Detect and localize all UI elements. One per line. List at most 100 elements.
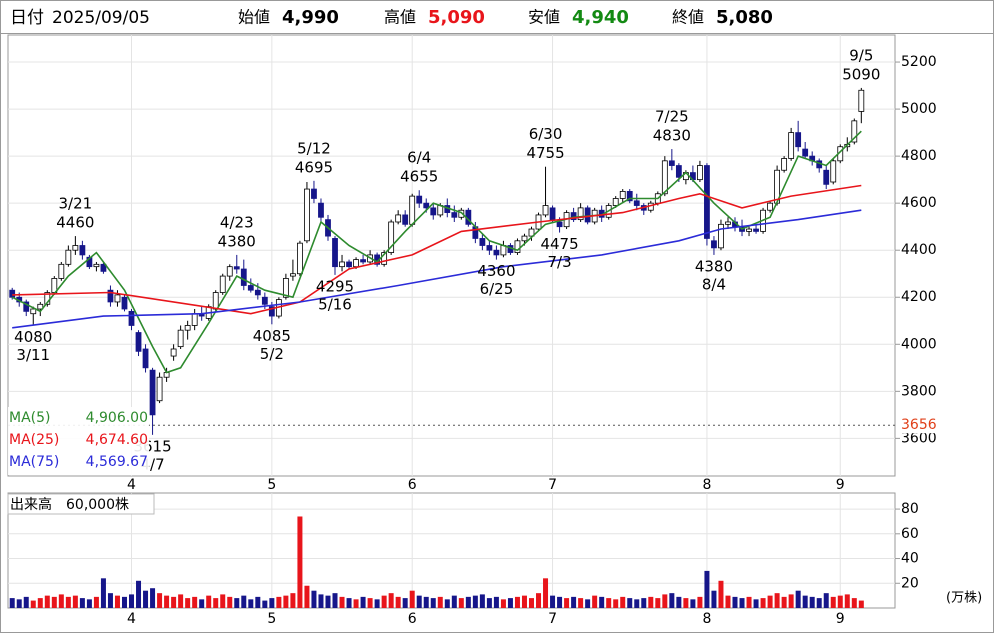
volume-bar xyxy=(718,580,724,608)
volume-bar xyxy=(753,599,759,608)
x-tick-label: 6 xyxy=(408,611,417,627)
volume-bar xyxy=(837,595,843,608)
volume-bar xyxy=(437,596,443,608)
volume-bar xyxy=(164,595,170,608)
annotation-value: 4360 xyxy=(477,262,515,280)
volume-bar xyxy=(332,593,338,608)
annotation-date: 3/11 xyxy=(16,346,50,364)
volume-bar xyxy=(802,595,808,608)
x-tick-label: 5 xyxy=(267,611,276,627)
volume-bar xyxy=(318,594,324,608)
volume-bar xyxy=(325,595,331,608)
candle-body xyxy=(542,205,549,216)
candle-body xyxy=(114,294,121,303)
volume-bar xyxy=(536,593,542,608)
candle-body xyxy=(718,223,724,249)
volume-bar xyxy=(430,598,436,608)
candle-body xyxy=(753,228,759,232)
x-tick-label: 9 xyxy=(836,477,845,493)
volume-unit: (万株) xyxy=(946,591,982,606)
candle-body xyxy=(451,212,458,218)
volume-bar xyxy=(795,590,801,608)
quote-value: 5,090 xyxy=(428,7,485,28)
volume-bar xyxy=(683,598,689,608)
volume-bar xyxy=(297,516,303,608)
volume-bar xyxy=(339,596,345,608)
annotation-value: 4080 xyxy=(14,328,52,346)
volume-bar xyxy=(199,599,205,608)
candle-body xyxy=(233,266,240,270)
candle-body xyxy=(514,240,521,253)
y-tick-label: 4200 xyxy=(901,289,937,305)
volume-bar xyxy=(213,598,219,608)
volume-bar xyxy=(606,598,612,608)
volume-bar xyxy=(255,596,261,608)
candle-body xyxy=(802,148,809,157)
candle-body xyxy=(79,245,86,256)
candle-body xyxy=(668,160,675,166)
candle-body xyxy=(212,292,219,310)
candle-body xyxy=(282,278,289,298)
volume-bar xyxy=(143,590,149,608)
x-tick-label: 9 xyxy=(836,611,845,627)
volume-bar xyxy=(374,599,380,608)
candle-body xyxy=(304,188,310,242)
volume-bar xyxy=(444,599,450,608)
candle-body xyxy=(100,263,107,272)
ma-line xyxy=(12,209,862,329)
annotation-date: 7/25 xyxy=(655,108,689,126)
volume-bar xyxy=(746,596,752,608)
volume-bar xyxy=(290,593,296,608)
candle-body xyxy=(240,268,247,286)
candle-body xyxy=(584,207,591,223)
volume-bar xyxy=(30,600,36,608)
annotation-date: 9/5 xyxy=(849,46,873,64)
volume-bar xyxy=(739,598,745,608)
candle-body xyxy=(311,188,317,199)
annotation-value: 5090 xyxy=(842,65,880,83)
volume-bar xyxy=(121,596,127,608)
candle-body xyxy=(675,165,682,178)
candle-body xyxy=(479,238,486,246)
ma-legend-name: MA(75) xyxy=(9,454,59,470)
volume-bar xyxy=(760,598,766,608)
annotation-value: 4755 xyxy=(526,144,564,162)
quote-label: 終値 xyxy=(672,8,704,27)
volume-bar xyxy=(571,596,577,608)
annotation-date: 6/4 xyxy=(407,149,431,167)
volume-bar xyxy=(627,598,633,608)
candle-body xyxy=(556,221,563,228)
volume-bar xyxy=(521,595,527,608)
volume-bar xyxy=(493,596,499,608)
y-tick-label: 4600 xyxy=(901,195,937,211)
quote-label: 安値 xyxy=(528,8,560,27)
volume-bar xyxy=(227,596,233,608)
volume-bar xyxy=(458,598,464,608)
volume-bar xyxy=(192,596,198,608)
volume-bar xyxy=(676,596,682,608)
volume-bar xyxy=(220,594,226,608)
volume-bar xyxy=(402,598,408,608)
volume-bar xyxy=(304,585,310,608)
candle-body xyxy=(121,296,128,310)
annotation-value: 4475 xyxy=(540,235,578,253)
volume-bar xyxy=(86,599,92,608)
y-tick-label: 4400 xyxy=(901,242,937,258)
x-tick-label: 5 xyxy=(267,477,276,493)
volume-bar xyxy=(395,596,401,608)
annotation-value: 4460 xyxy=(56,214,94,232)
annotation-value: 4830 xyxy=(653,127,691,145)
x-tick-label: 7 xyxy=(548,477,557,493)
y-tick-label: 3600 xyxy=(901,430,937,446)
y-tick-label: 5200 xyxy=(901,54,937,70)
quote-value: 4,990 xyxy=(282,7,339,28)
volume-bar xyxy=(851,598,857,608)
candle-body xyxy=(626,191,633,202)
candle-body xyxy=(297,242,303,275)
candle-body xyxy=(851,120,858,143)
volume-bar xyxy=(79,598,85,608)
volume-bar xyxy=(844,594,850,608)
candle-body xyxy=(823,169,830,185)
annotation-date: 7/3 xyxy=(547,253,571,271)
volume-title: 出来高 60,000株 xyxy=(10,496,129,513)
